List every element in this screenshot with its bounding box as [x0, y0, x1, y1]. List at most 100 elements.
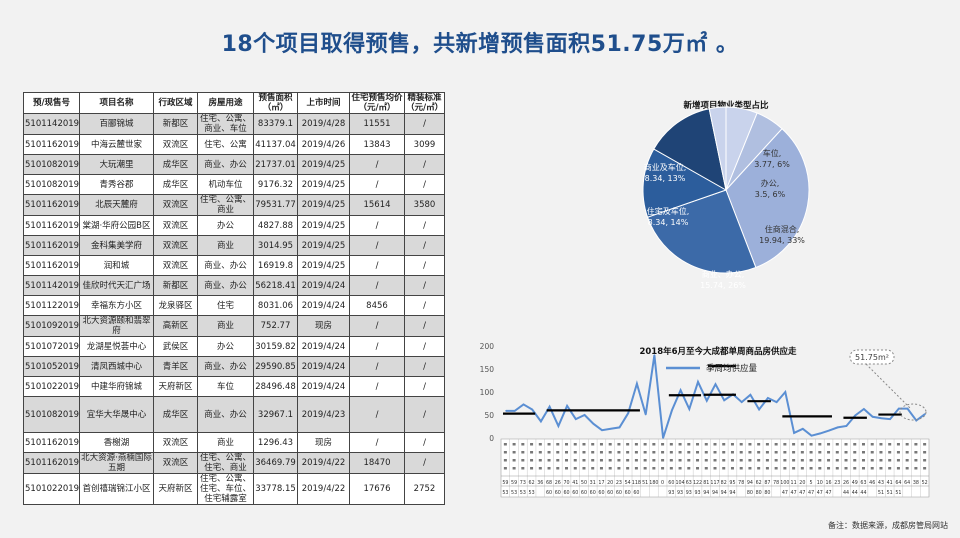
table-cell: 51011620191121 [23, 235, 80, 256]
date-mark [861, 451, 865, 454]
date-mark [538, 443, 542, 446]
table-cell: 51010720191054 [23, 336, 80, 357]
date-mark [905, 451, 909, 454]
date-mark [591, 443, 595, 446]
data-point [714, 383, 717, 385]
date-mark [530, 467, 534, 470]
pie-title: 新增项目物业类型占比 [683, 100, 769, 111]
average-cell: 80 [764, 490, 770, 496]
data-point [627, 412, 630, 414]
table-cell: 30159.82 [253, 336, 298, 357]
table-cell: / [404, 215, 445, 236]
value-cell: 100 [780, 480, 789, 486]
average-cell: 60 [625, 490, 631, 496]
date-mark [704, 467, 708, 470]
date-mark [547, 443, 551, 446]
date-mark [547, 451, 551, 454]
date-mark [538, 451, 542, 454]
table-cell: 天府新区 [153, 473, 198, 505]
value-cell: 117 [710, 480, 719, 486]
average-cell: 53 [502, 490, 508, 496]
date-mark [844, 467, 848, 470]
date-mark [792, 459, 796, 462]
date-mark [704, 451, 708, 454]
table-cell: / [404, 396, 445, 433]
value-cell: 63 [686, 480, 692, 486]
table-cell: 金科集美学府 [79, 235, 154, 256]
date-mark [792, 451, 796, 454]
value-cell: 51 [642, 480, 648, 486]
date-mark [696, 443, 700, 446]
data-point [566, 405, 568, 407]
date-mark [757, 459, 761, 462]
date-mark [861, 467, 865, 470]
date-mark [608, 459, 612, 462]
date-mark [809, 451, 813, 454]
value-cell: 118 [632, 480, 641, 486]
date-mark [626, 451, 630, 454]
table-cell: 天府新区 [153, 376, 198, 397]
data-point [836, 426, 839, 429]
date-mark [905, 459, 909, 462]
date-mark [608, 443, 612, 446]
table-cell: 成华区 [153, 154, 198, 175]
date-mark [783, 443, 787, 446]
average-cell: 44 [860, 490, 866, 496]
date-mark [783, 451, 787, 454]
date-mark [879, 451, 883, 454]
column-header: 行政区域 [153, 92, 198, 114]
date-mark [748, 443, 752, 446]
average-cell: 60 [572, 490, 578, 496]
date-mark [783, 467, 787, 470]
table-cell: 北大资源·燕楠国际五期 [79, 452, 154, 474]
pie-slice [646, 189, 757, 274]
data-point [749, 393, 752, 396]
value-cell: 54 [625, 480, 631, 486]
date-mark [809, 443, 813, 446]
annotation-circle [899, 403, 927, 421]
data-point [889, 418, 891, 420]
date-mark [923, 467, 927, 470]
date-mark [896, 459, 900, 462]
value-cell: 122 [693, 480, 702, 486]
date-mark [861, 443, 865, 446]
value-cell: 20 [607, 480, 613, 486]
table-row: 51010220191051中建华府锦城天府新区车位28496.482019/4… [23, 376, 445, 397]
date-mark [634, 451, 638, 454]
table-cell: 新都区 [153, 275, 198, 296]
value-cell: 70 [563, 480, 569, 486]
table-cell: / [349, 255, 405, 276]
date-mark [634, 459, 638, 462]
date-mark [547, 459, 551, 462]
data-point [801, 428, 804, 430]
date-mark [573, 459, 577, 462]
date-mark [565, 467, 569, 470]
value-cell: 59 [511, 480, 517, 486]
date-mark [521, 451, 525, 454]
table-cell: 2019/4/24 [297, 336, 350, 357]
value-cell: 94 [747, 480, 753, 486]
date-mark [617, 443, 621, 446]
date-mark [538, 467, 542, 470]
y-tick-label: 150 [480, 365, 495, 374]
table-cell: 36469.79 [253, 452, 298, 474]
average-cell: 60 [598, 490, 604, 496]
table-cell: 双流区 [153, 452, 198, 474]
average-cell: 47 [817, 490, 823, 496]
date-mark [503, 451, 507, 454]
date-mark [923, 451, 927, 454]
value-cell: 41 [572, 480, 578, 486]
value-cell: 64 [904, 480, 910, 486]
date-mark [835, 459, 839, 462]
table-cell: 双流区 [153, 235, 198, 256]
average-cell: 51 [878, 490, 884, 496]
date-mark [617, 459, 621, 462]
average-cell: 80 [756, 490, 762, 496]
value-cell: 50 [581, 480, 587, 486]
table-cell: 新都区 [153, 113, 198, 135]
data-point [671, 409, 673, 412]
value-cell: 49 [852, 480, 858, 486]
date-mark [765, 467, 769, 470]
date-mark [669, 467, 673, 470]
value-cell: 36 [537, 480, 543, 486]
